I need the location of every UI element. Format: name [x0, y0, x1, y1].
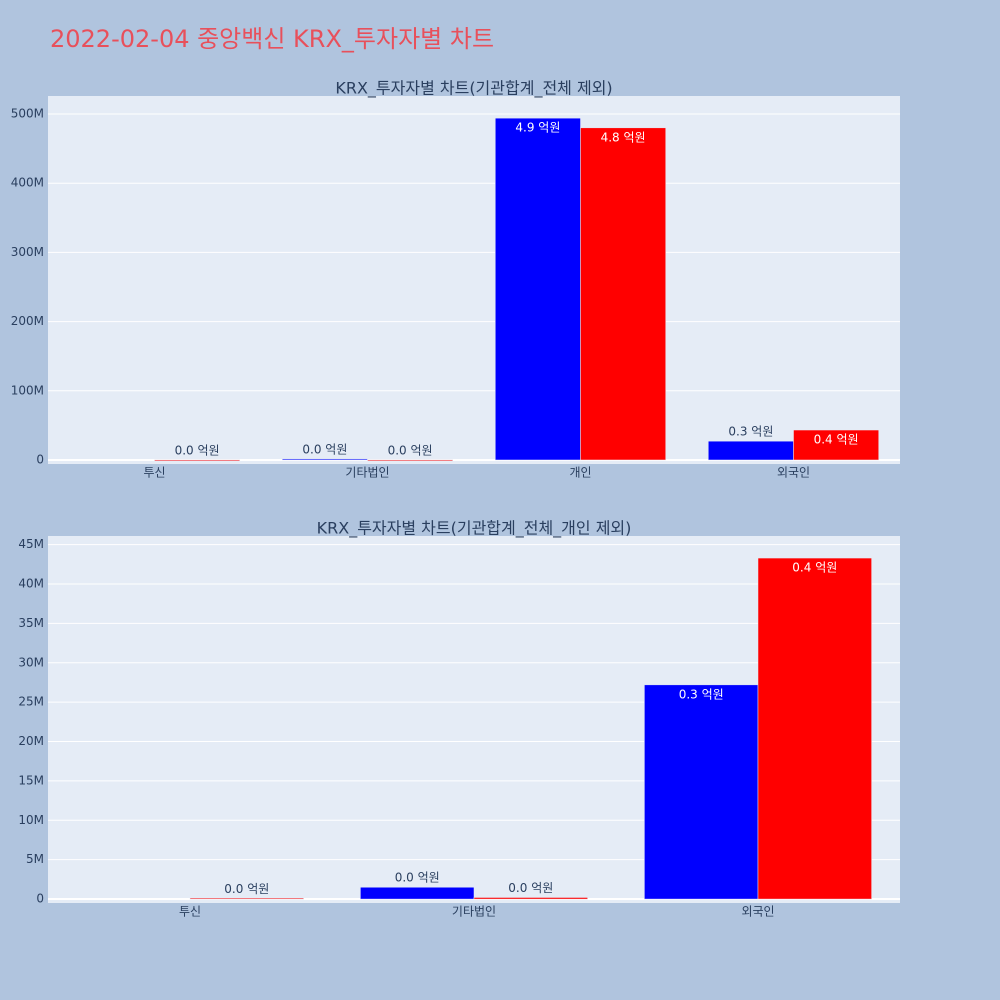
- bar: [793, 429, 879, 461]
- value-label: 0.4 억원: [814, 433, 859, 447]
- value-label: 0.3 억원: [728, 425, 773, 439]
- y-tick-label: 30M: [18, 655, 44, 669]
- plot-area: [48, 96, 900, 464]
- y-tick-label: 100M: [11, 383, 44, 397]
- y-tick-label: 15M: [18, 773, 44, 787]
- x-tick-label: 투신: [143, 466, 165, 480]
- value-label: 0.0 억원: [175, 443, 220, 457]
- page-title: 2022-02-04 중앙백신 KRX_투자자별 차트: [50, 25, 494, 53]
- bar: [154, 459, 240, 462]
- bar: [580, 127, 666, 461]
- x-tick-label: 개인: [569, 466, 591, 480]
- y-tick-label: 200M: [11, 314, 44, 328]
- value-label: 4.9 억원: [515, 121, 560, 135]
- x-tick-label: 외국인: [741, 905, 774, 919]
- y-tick-label: 40M: [18, 577, 44, 591]
- value-label: 0.0 억원: [302, 442, 347, 456]
- bar: [495, 117, 581, 461]
- chart-title: KRX_투자자별 차트(기관합계_전체_개인 제외): [317, 519, 632, 539]
- value-label: 0.4 억원: [792, 561, 837, 575]
- x-tick-label: 투신: [179, 905, 201, 919]
- bar: [473, 897, 588, 900]
- bar: [189, 898, 304, 900]
- y-tick-label: 300M: [11, 245, 44, 259]
- value-label: 0.0 억원: [395, 871, 440, 885]
- x-tick-label: 기타법인: [452, 905, 496, 919]
- y-tick-label: 500M: [11, 106, 44, 120]
- x-tick-label: 외국인: [777, 466, 810, 480]
- value-label: 0.0 억원: [388, 443, 433, 457]
- y-tick-label: 400M: [11, 176, 44, 190]
- value-label: 0.0 억원: [224, 882, 269, 896]
- y-tick-label: 10M: [18, 813, 44, 827]
- value-label: 0.0 억원: [508, 881, 553, 895]
- chart-title: KRX_투자자별 차트(기관합계_전체 제외): [335, 79, 612, 99]
- bar: [644, 684, 759, 900]
- bar: [708, 440, 794, 461]
- value-label: 4.8 억원: [601, 130, 646, 144]
- bar: [360, 886, 475, 900]
- y-tick-label: 5M: [26, 852, 44, 866]
- bar: [282, 458, 368, 461]
- y-tick-label: 0: [36, 892, 44, 906]
- value-label: 0.3 억원: [679, 687, 724, 701]
- y-tick-label: 45M: [18, 537, 44, 551]
- bar: [367, 459, 453, 462]
- y-tick-label: 35M: [18, 616, 44, 630]
- y-tick-label: 0: [36, 452, 44, 466]
- y-tick-label: 25M: [18, 695, 44, 709]
- y-tick-label: 20M: [18, 734, 44, 748]
- x-tick-label: 기타법인: [345, 466, 389, 480]
- bar: [757, 557, 872, 900]
